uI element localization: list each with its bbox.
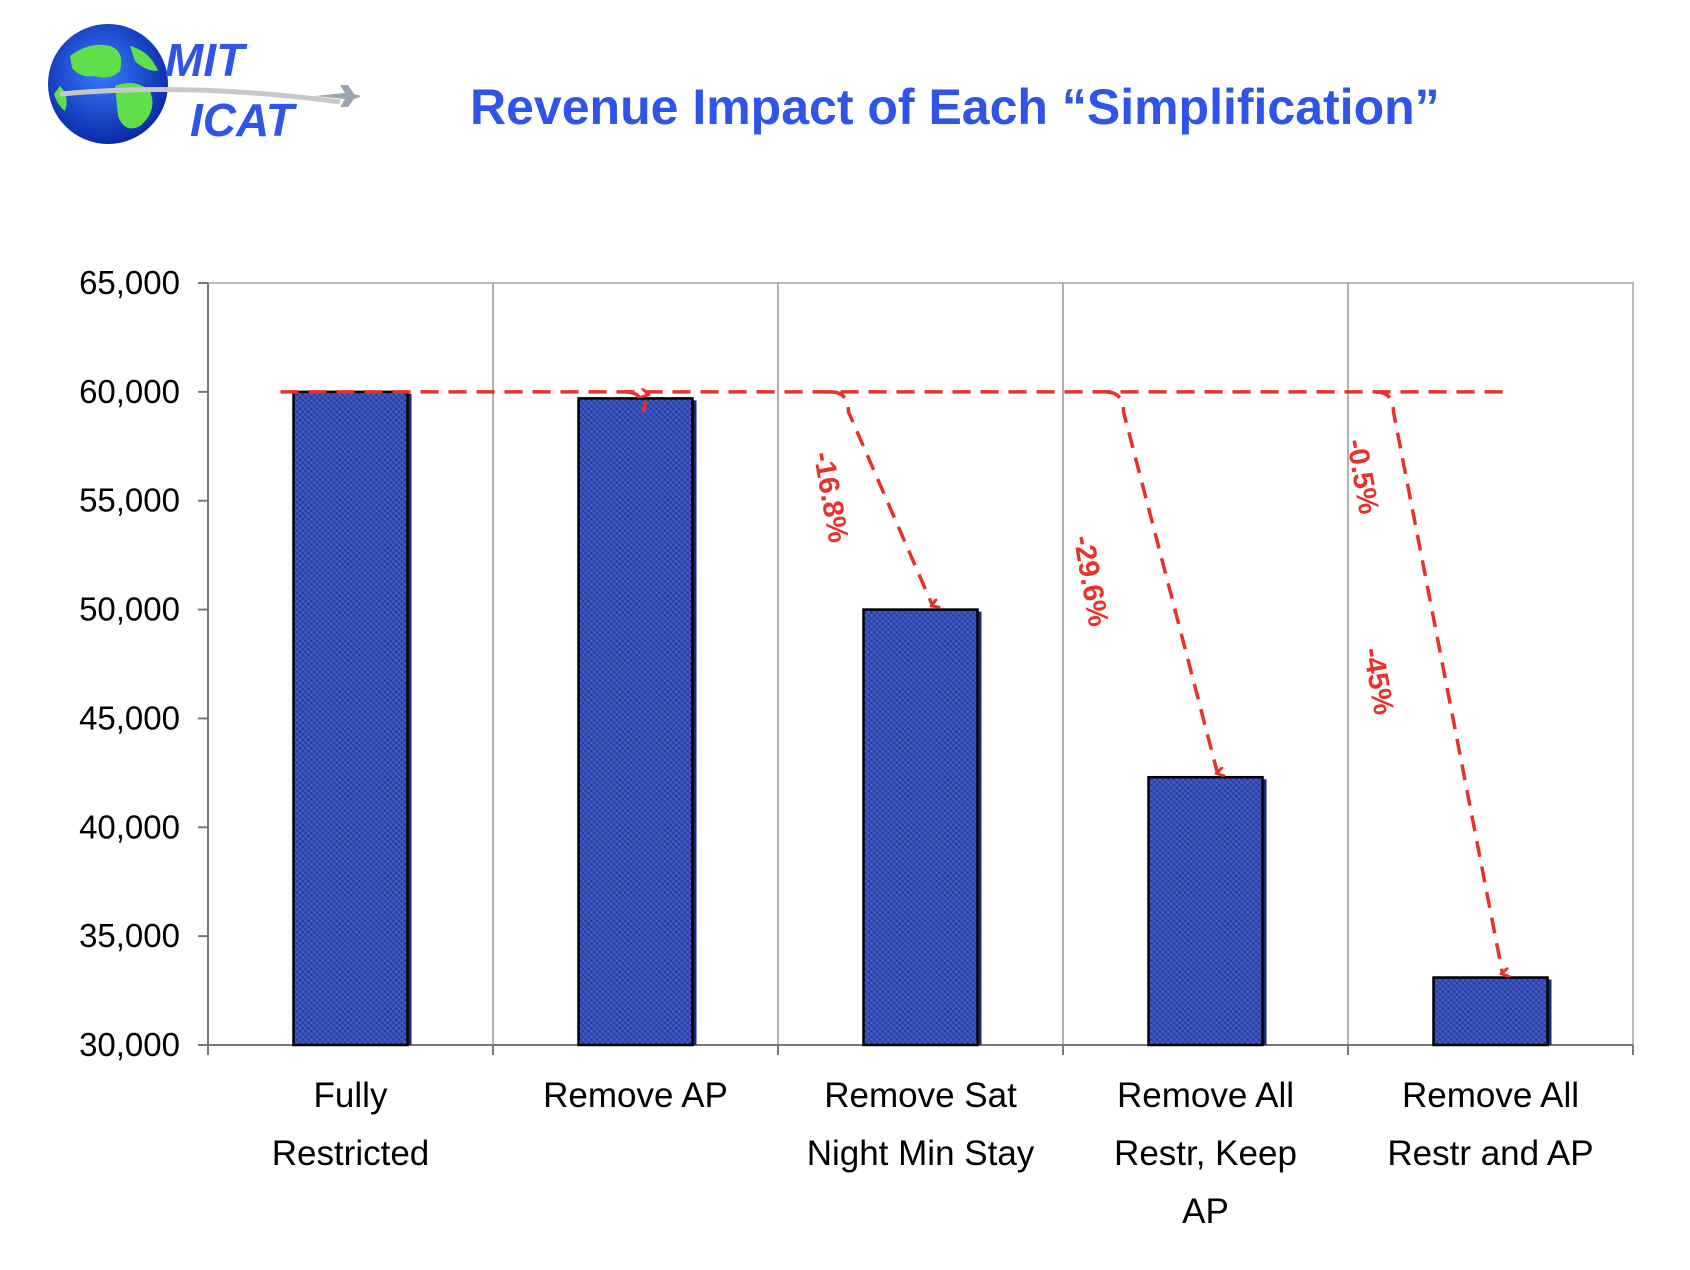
drop-arrow	[1375, 390, 1503, 974]
x-category-label: Remove All	[1402, 1076, 1579, 1115]
y-tick-label: 45,000	[79, 699, 180, 736]
x-category-label: Restr, Keep	[1114, 1134, 1297, 1173]
x-category-label: Night Min Stay	[807, 1134, 1035, 1173]
bar	[862, 608, 979, 1047]
y-tick-label: 60,000	[79, 373, 180, 410]
drop-arrow	[830, 390, 933, 606]
y-tick-label: 65,000	[79, 264, 180, 301]
y-tick-label: 30,000	[79, 1026, 180, 1063]
bar	[292, 390, 409, 1047]
bar	[1147, 775, 1264, 1047]
x-category-label: Remove Sat	[824, 1076, 1017, 1115]
x-category-label: Remove AP	[543, 1076, 728, 1115]
x-category-label: Restr and AP	[1387, 1134, 1593, 1173]
mit-icat-logo: MIT ICAT	[40, 16, 362, 166]
logo-line2: ICAT	[190, 94, 298, 146]
x-category-label: Fully	[314, 1076, 388, 1115]
bar	[577, 397, 694, 1047]
y-tick-label: 50,000	[79, 591, 180, 628]
x-category-label: AP	[1182, 1192, 1229, 1231]
chart-title: Revenue Impact of Each “Simplification”	[470, 79, 1440, 135]
drop-arrow	[625, 392, 648, 413]
bar	[1432, 976, 1549, 1047]
y-tick-label: 35,000	[79, 917, 180, 954]
y-tick-label: 55,000	[79, 482, 180, 519]
logo-line1: MIT	[165, 34, 248, 86]
globe-airplane-icon	[48, 24, 362, 144]
y-tick-label: 40,000	[79, 808, 180, 845]
x-category-label: Restricted	[272, 1134, 430, 1173]
drop-arrow	[1105, 390, 1218, 773]
x-category-label: Remove All	[1117, 1076, 1294, 1115]
